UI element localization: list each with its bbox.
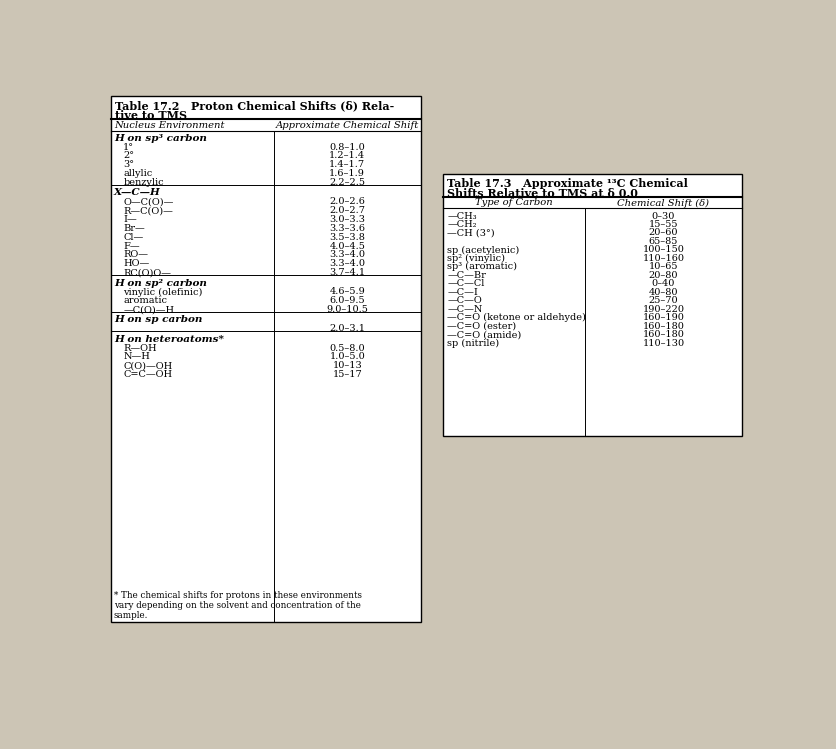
Text: 160–190: 160–190 xyxy=(642,313,684,322)
Text: H on heteroatoms*: H on heteroatoms* xyxy=(114,335,223,344)
Text: RO—: RO— xyxy=(123,250,148,259)
Text: Cl—: Cl— xyxy=(123,233,143,242)
Text: 1°: 1° xyxy=(123,142,134,151)
Text: 3.7–4.1: 3.7–4.1 xyxy=(329,268,364,277)
Text: 160–180: 160–180 xyxy=(642,321,684,330)
Text: I—: I— xyxy=(123,215,137,224)
Text: —C—N: —C—N xyxy=(446,305,482,314)
Text: 3.5–3.8: 3.5–3.8 xyxy=(329,233,364,242)
Text: 4.0–4.5: 4.0–4.5 xyxy=(329,242,364,251)
Text: 20–60: 20–60 xyxy=(648,228,677,237)
Text: 3.3–3.6: 3.3–3.6 xyxy=(329,224,364,233)
Text: 2.0–2.7: 2.0–2.7 xyxy=(329,206,364,215)
Text: Approximate Chemical Shift: Approximate Chemical Shift xyxy=(275,121,418,130)
Text: * The chemical shifts for protons in these environments
vary depending on the so: * The chemical shifts for protons in the… xyxy=(114,591,361,620)
Text: 10–65: 10–65 xyxy=(648,262,677,271)
Text: R—OH: R—OH xyxy=(123,344,156,353)
Text: —C—Cl: —C—Cl xyxy=(446,279,484,288)
Text: H on sp³ carbon: H on sp³ carbon xyxy=(114,134,206,143)
Text: Table 17.2   Proton Chemical Shifts (δ) Rela-: Table 17.2 Proton Chemical Shifts (δ) Re… xyxy=(115,100,394,111)
Text: —C(O)—H: —C(O)—H xyxy=(123,305,174,314)
Text: 190–220: 190–220 xyxy=(642,305,684,314)
Text: —C—O: —C—O xyxy=(446,297,482,306)
Text: RC(O)O—: RC(O)O— xyxy=(123,268,171,277)
Text: 0.8–1.0: 0.8–1.0 xyxy=(329,142,364,151)
Text: —C=O (ketone or aldehyde): —C=O (ketone or aldehyde) xyxy=(446,313,585,322)
Text: sp (acetylenic): sp (acetylenic) xyxy=(446,246,519,255)
Text: —C=O (ester): —C=O (ester) xyxy=(446,321,516,330)
Text: —CH₂: —CH₂ xyxy=(446,220,477,229)
Text: C=C—OH: C=C—OH xyxy=(123,370,172,379)
Text: 1.4–1.7: 1.4–1.7 xyxy=(329,160,364,169)
Text: 110–130: 110–130 xyxy=(641,339,684,348)
Text: sp (nitrile): sp (nitrile) xyxy=(446,339,499,348)
Text: benzylic: benzylic xyxy=(123,178,164,187)
Text: 1.6–1.9: 1.6–1.9 xyxy=(329,169,364,178)
Text: Chemical Shift (δ): Chemical Shift (δ) xyxy=(617,198,709,207)
Text: 65–85: 65–85 xyxy=(648,237,677,246)
Text: 3.3–4.0: 3.3–4.0 xyxy=(329,250,364,259)
Text: 160–180: 160–180 xyxy=(642,330,684,339)
Text: Table 17.3   Approximate ¹³C Chemical: Table 17.3 Approximate ¹³C Chemical xyxy=(446,178,687,189)
Text: 1.2–1.4: 1.2–1.4 xyxy=(329,151,364,160)
Text: 25–70: 25–70 xyxy=(648,297,677,306)
Text: 100–150: 100–150 xyxy=(642,246,684,255)
Text: 0.5–8.0: 0.5–8.0 xyxy=(329,344,364,353)
Text: 0–40: 0–40 xyxy=(651,279,675,288)
Text: Shifts Relative to TMS at δ 0.0: Shifts Relative to TMS at δ 0.0 xyxy=(446,188,637,198)
Text: 3.3–4.0: 3.3–4.0 xyxy=(329,259,364,268)
Text: 2.2–2.5: 2.2–2.5 xyxy=(329,178,364,187)
Text: —C—Br: —C—Br xyxy=(446,271,486,280)
Bar xyxy=(443,174,741,436)
Text: 110–160: 110–160 xyxy=(642,254,684,263)
Text: 2.0–3.1: 2.0–3.1 xyxy=(329,324,364,333)
Text: —CH₃: —CH₃ xyxy=(446,211,477,220)
Text: 15–55: 15–55 xyxy=(648,220,677,229)
Text: F—: F— xyxy=(123,242,140,251)
Text: sp² (vinylic): sp² (vinylic) xyxy=(446,254,505,263)
Text: 1.0–5.0: 1.0–5.0 xyxy=(329,353,364,362)
Text: Type of Carbon: Type of Carbon xyxy=(475,198,553,207)
Text: 2°: 2° xyxy=(123,151,134,160)
Text: O—C(O)—: O—C(O)— xyxy=(123,197,173,206)
Text: 20–80: 20–80 xyxy=(648,271,677,280)
Bar xyxy=(110,96,421,622)
Text: Nucleus Environment: Nucleus Environment xyxy=(115,121,225,130)
Text: 9.0–10.5: 9.0–10.5 xyxy=(326,305,368,314)
Text: 10–13: 10–13 xyxy=(332,361,362,370)
Text: 6.0–9.5: 6.0–9.5 xyxy=(329,297,364,306)
Text: H on sp² carbon: H on sp² carbon xyxy=(114,279,206,288)
Text: 2.0–2.6: 2.0–2.6 xyxy=(329,197,364,206)
Text: 3.0–3.3: 3.0–3.3 xyxy=(329,215,364,224)
Text: R—C(O)—: R—C(O)— xyxy=(123,206,173,215)
Text: —CH (3°): —CH (3°) xyxy=(446,228,494,237)
Text: X—C—H: X—C—H xyxy=(114,189,161,198)
Text: HO—: HO— xyxy=(123,259,150,268)
Text: H on sp carbon: H on sp carbon xyxy=(114,315,202,324)
Text: aromatic: aromatic xyxy=(123,297,167,306)
Text: Br—: Br— xyxy=(123,224,145,233)
Text: N—H: N—H xyxy=(123,353,150,362)
Text: vinylic (olefinic): vinylic (olefinic) xyxy=(123,288,202,297)
Text: C(O)—OH: C(O)—OH xyxy=(123,361,172,370)
Text: 40–80: 40–80 xyxy=(648,288,677,297)
Text: —C=O (amide): —C=O (amide) xyxy=(446,330,521,339)
Text: allylic: allylic xyxy=(123,169,152,178)
Text: 15–17: 15–17 xyxy=(332,370,362,379)
Text: —C—I: —C—I xyxy=(446,288,477,297)
Text: 4.6–5.9: 4.6–5.9 xyxy=(329,288,364,297)
Text: sp³ (aromatic): sp³ (aromatic) xyxy=(446,262,517,271)
Text: 0–30: 0–30 xyxy=(651,211,675,220)
Text: tive to TMS: tive to TMS xyxy=(115,110,186,121)
Text: 3°: 3° xyxy=(123,160,134,169)
